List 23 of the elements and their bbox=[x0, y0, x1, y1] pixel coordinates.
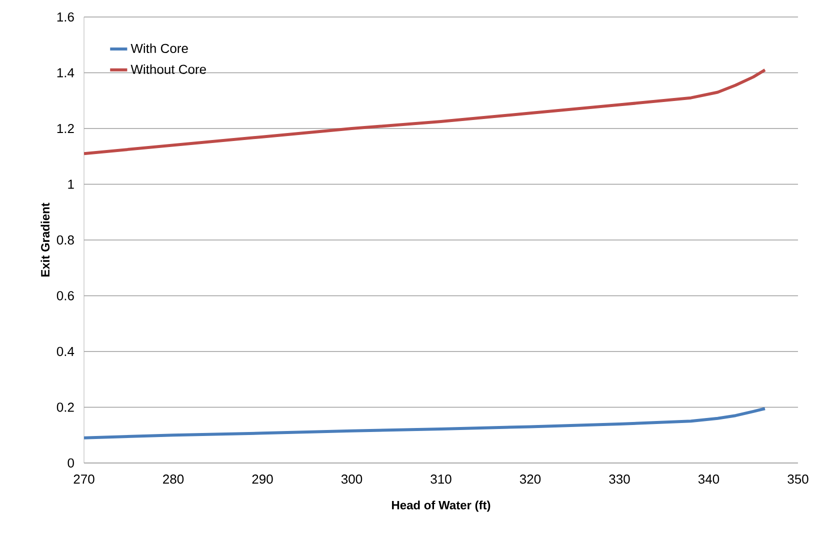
y-tick-label: 1.6 bbox=[57, 12, 74, 22]
x-tick-label: 310 bbox=[430, 474, 452, 484]
line-series bbox=[84, 407, 766, 440]
x-tick-label: 340 bbox=[698, 474, 720, 484]
y-tick-label: 1.4 bbox=[57, 68, 74, 78]
y-tick-label: 1 bbox=[68, 180, 74, 189]
x-tick-label: 280 bbox=[163, 474, 184, 484]
x-axis-title: Head of Water (ft) bbox=[392, 500, 490, 512]
y-tick-label: 1.2 bbox=[57, 124, 74, 134]
legend-label: Without Core bbox=[130, 64, 206, 74]
y-tick-label: 0.8 bbox=[56, 235, 74, 245]
y-tick-label: 0.6 bbox=[56, 291, 74, 300]
x-tick-label: 300 bbox=[341, 474, 362, 484]
x-tick-label: 320 bbox=[520, 474, 541, 484]
x-tick-label: 330 bbox=[609, 474, 630, 484]
legend-label: With Core bbox=[130, 43, 188, 54]
x-tick-label: 350 bbox=[788, 474, 808, 484]
x-tick-label: 290 bbox=[252, 474, 273, 484]
y-tick-label: 0.2 bbox=[56, 402, 74, 412]
y-axis-title: Exit Gradient bbox=[40, 202, 50, 277]
y-tick-label: 0 bbox=[68, 458, 74, 468]
y-tick-label: 0.4 bbox=[56, 346, 74, 356]
x-tick-label: 270 bbox=[74, 474, 94, 484]
